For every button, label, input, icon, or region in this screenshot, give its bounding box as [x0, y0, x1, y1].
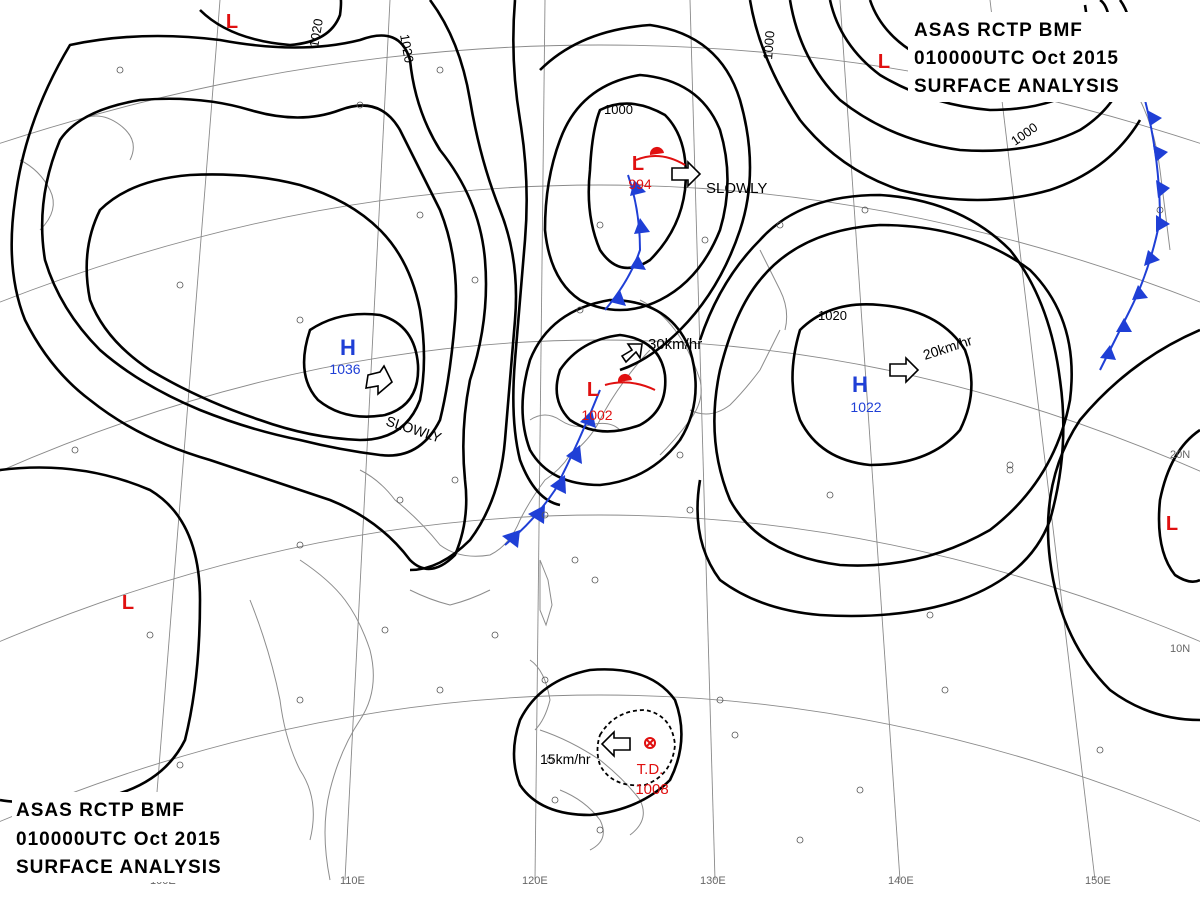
isobar [10, 34, 488, 571]
low-symbol: L [587, 379, 599, 401]
low-symbol: L [632, 153, 644, 175]
isobar [512, 668, 683, 817]
latitude-grid [0, 44, 1200, 823]
isobar [1157, 428, 1200, 583]
longitude-label: 140E [888, 875, 914, 887]
header-line: 010000UTC Oct 2015 [914, 48, 1119, 69]
motion-arrow [671, 160, 702, 188]
motion-arrows [365, 160, 920, 758]
high-symbol: H [852, 372, 868, 397]
motion-label: SLOWLY [706, 180, 767, 197]
header-line: 010000UTC Oct 2015 [16, 829, 221, 850]
grid-labels: 100E 110E 120E 130E 140E 150E 20N 10N [150, 449, 1190, 887]
isobar-label: 1000 [604, 102, 633, 117]
warm-front-south [604, 373, 656, 391]
isobar [521, 298, 697, 487]
isobar-label: 1020 [818, 308, 847, 323]
isobar-label: 1000 [1008, 120, 1040, 149]
td-center-icon [644, 737, 656, 749]
high-1036: H 1036 SLOWLY [329, 335, 444, 446]
low-994: L 994 SLOWLY [628, 153, 767, 197]
cold-front-east [1099, 99, 1170, 371]
low-symbol: L [226, 11, 238, 33]
low-symbol: L [1166, 513, 1178, 535]
isobar [40, 97, 458, 457]
latitude-label: 10N [1170, 643, 1190, 655]
tropical-depression: T.D. 1008 15km/hr [540, 737, 669, 798]
motion-arrow [889, 356, 920, 384]
longitude-label: 120E [522, 875, 548, 887]
isobar-labels: 1020 1020 1000 1000 1000 1020 [306, 17, 1040, 323]
td-label: T.D. [637, 761, 664, 778]
motion-label: 15km/hr [540, 751, 591, 767]
isobar-label: 1000 [760, 30, 777, 60]
motion-label: 20km/hr [921, 332, 974, 363]
low-pressure-value: 994 [628, 176, 652, 192]
motion-label: 30km/hr [648, 336, 702, 353]
longitude-label: 130E [700, 875, 726, 887]
header-bottom: ASAS RCTP BMF 010000UTC Oct 2015 SURFACE… [12, 792, 298, 882]
header-line: ASAS RCTP BMF [16, 800, 185, 821]
longitude-label: 150E [1085, 875, 1111, 887]
low-1002: L 1002 30km/hr [581, 336, 702, 423]
isobar [199, 0, 343, 47]
isobar [748, 0, 1142, 202]
isobar [409, 0, 518, 572]
isobar [512, 0, 561, 507]
td-pressure-value: 1008 [635, 781, 668, 798]
isobars [0, 0, 1200, 817]
motion-arrow [600, 730, 631, 758]
header-line: ASAS RCTP BMF [914, 20, 1083, 41]
latitude-label: 20N [1170, 449, 1190, 461]
header-line: SURFACE ANALYSIS [914, 76, 1120, 97]
high-symbol: H [340, 335, 356, 360]
longitude-label: 110E [340, 875, 365, 887]
low-symbol: L [878, 51, 890, 73]
station-plots [71, 66, 1164, 844]
isobar [543, 73, 729, 312]
longitude-grid [149, 0, 1096, 881]
isobar [0, 466, 202, 804]
motion-arrow [620, 343, 643, 364]
isobar [1046, 328, 1200, 722]
coastlines [19, 39, 1186, 881]
cold-front-west [604, 174, 650, 311]
isobar [555, 333, 667, 433]
td-dashed-isobar [596, 709, 676, 787]
low-symbol: L [122, 592, 134, 614]
cold-front-south [502, 389, 601, 548]
isobar [696, 193, 1065, 618]
isobar [791, 303, 973, 467]
isobar [302, 312, 420, 418]
motion-label: SLOWLY [384, 413, 444, 446]
high-pressure-value: 1022 [850, 399, 881, 415]
isobar [587, 102, 688, 270]
isobar [85, 173, 426, 442]
isobar [713, 223, 1073, 567]
isobar-label: 1020 [397, 33, 417, 64]
header-top: ASAS RCTP BMF 010000UTC Oct 2015 SURFACE… [908, 12, 1194, 102]
header-line: SURFACE ANALYSIS [16, 857, 222, 878]
low-pressure-value: 1002 [581, 407, 612, 423]
high-pressure-value: 1036 [329, 361, 360, 377]
isobar-label: 1020 [306, 17, 326, 48]
motion-arrow [365, 364, 393, 396]
warm-front-north [635, 146, 686, 166]
